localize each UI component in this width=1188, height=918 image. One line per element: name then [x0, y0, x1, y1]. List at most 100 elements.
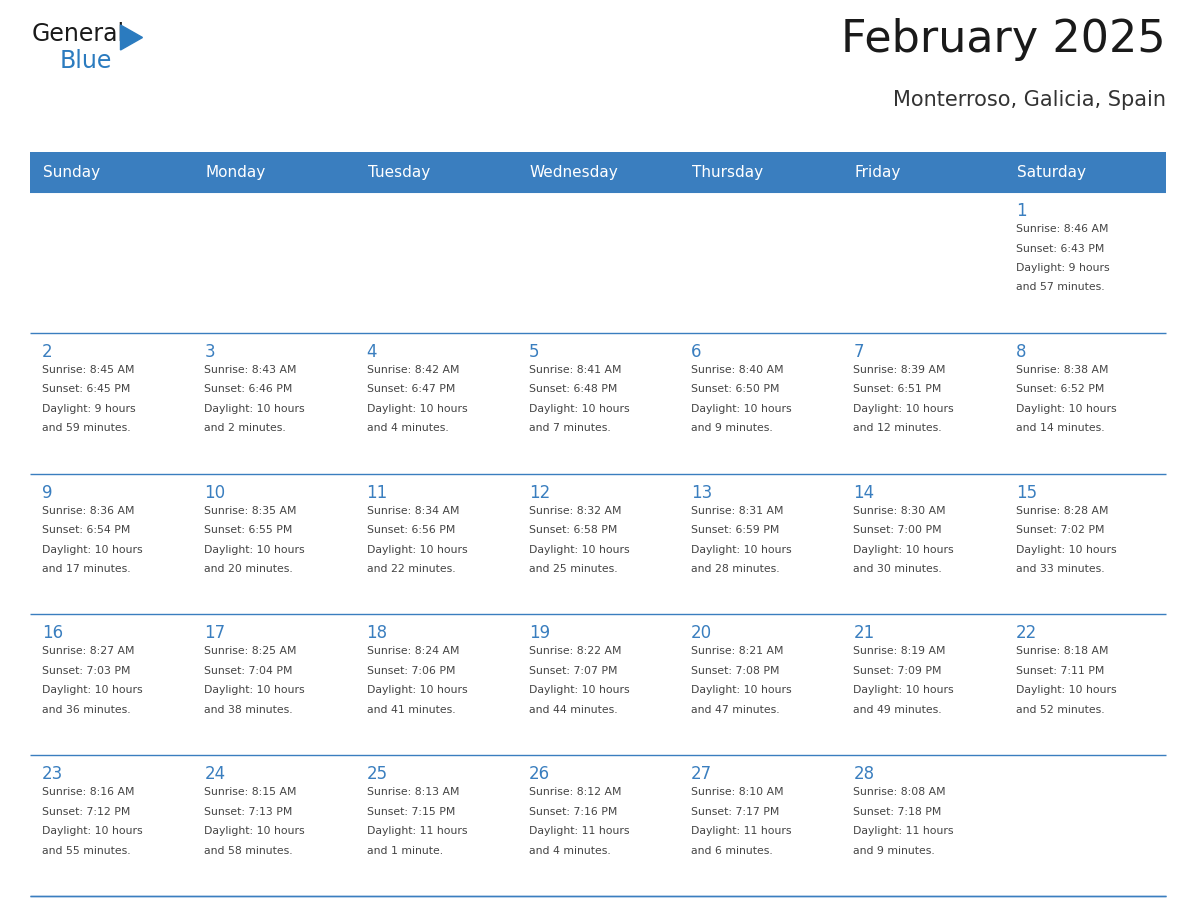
Text: Sunrise: 8:42 AM: Sunrise: 8:42 AM: [367, 364, 459, 375]
Bar: [841, 333, 1004, 474]
Text: Daylight: 10 hours: Daylight: 10 hours: [367, 686, 467, 696]
Bar: [192, 192, 354, 333]
Text: 17: 17: [204, 624, 226, 643]
Text: 4: 4: [367, 342, 377, 361]
Text: Daylight: 9 hours: Daylight: 9 hours: [42, 404, 135, 414]
Text: 28: 28: [853, 766, 874, 783]
Text: Daylight: 10 hours: Daylight: 10 hours: [529, 544, 630, 554]
Text: Daylight: 10 hours: Daylight: 10 hours: [853, 404, 954, 414]
Text: and 17 minutes.: and 17 minutes.: [42, 564, 131, 574]
Text: 9: 9: [42, 484, 52, 501]
Text: Daylight: 10 hours: Daylight: 10 hours: [1016, 544, 1117, 554]
Bar: [841, 614, 1004, 756]
Bar: [30, 192, 192, 333]
Text: Daylight: 11 hours: Daylight: 11 hours: [529, 826, 630, 836]
Text: Daylight: 10 hours: Daylight: 10 hours: [204, 404, 305, 414]
Text: and 36 minutes.: and 36 minutes.: [42, 705, 131, 715]
Text: Sunrise: 8:16 AM: Sunrise: 8:16 AM: [42, 788, 134, 797]
Text: Daylight: 9 hours: Daylight: 9 hours: [1016, 263, 1110, 273]
Bar: [680, 192, 841, 333]
Text: and 59 minutes.: and 59 minutes.: [42, 423, 131, 433]
Text: Sunrise: 8:13 AM: Sunrise: 8:13 AM: [367, 788, 459, 797]
Text: 26: 26: [529, 766, 550, 783]
Text: Sunset: 6:56 PM: Sunset: 6:56 PM: [367, 525, 455, 535]
Bar: [30, 333, 192, 474]
Bar: [30, 152, 1165, 192]
Text: Monterroso, Galicia, Spain: Monterroso, Galicia, Spain: [893, 90, 1165, 110]
Text: 25: 25: [367, 766, 387, 783]
Text: 19: 19: [529, 624, 550, 643]
Text: Sunset: 7:13 PM: Sunset: 7:13 PM: [204, 807, 292, 817]
Bar: [680, 614, 841, 756]
Text: Sunset: 6:45 PM: Sunset: 6:45 PM: [42, 385, 131, 395]
Text: and 49 minutes.: and 49 minutes.: [853, 705, 942, 715]
Text: Sunset: 6:55 PM: Sunset: 6:55 PM: [204, 525, 292, 535]
Text: 10: 10: [204, 484, 226, 501]
Text: Daylight: 10 hours: Daylight: 10 hours: [691, 686, 791, 696]
Text: Daylight: 11 hours: Daylight: 11 hours: [367, 826, 467, 836]
Text: Sunset: 7:12 PM: Sunset: 7:12 PM: [42, 807, 131, 817]
Text: 6: 6: [691, 342, 702, 361]
Text: Daylight: 10 hours: Daylight: 10 hours: [42, 544, 143, 554]
Text: Sunset: 7:00 PM: Sunset: 7:00 PM: [853, 525, 942, 535]
Text: Sunrise: 8:28 AM: Sunrise: 8:28 AM: [1016, 506, 1108, 516]
Text: Sunrise: 8:27 AM: Sunrise: 8:27 AM: [42, 646, 134, 656]
Bar: [517, 756, 680, 896]
Text: Sunrise: 8:46 AM: Sunrise: 8:46 AM: [1016, 224, 1108, 234]
Text: and 44 minutes.: and 44 minutes.: [529, 705, 618, 715]
Text: and 9 minutes.: and 9 minutes.: [853, 845, 935, 856]
Text: Sunrise: 8:45 AM: Sunrise: 8:45 AM: [42, 364, 134, 375]
Text: 2: 2: [42, 342, 52, 361]
Text: Daylight: 10 hours: Daylight: 10 hours: [529, 404, 630, 414]
Text: Daylight: 10 hours: Daylight: 10 hours: [1016, 404, 1117, 414]
Text: 18: 18: [367, 624, 387, 643]
Text: Sunset: 6:43 PM: Sunset: 6:43 PM: [1016, 243, 1104, 253]
Text: and 7 minutes.: and 7 minutes.: [529, 423, 611, 433]
Text: and 52 minutes.: and 52 minutes.: [1016, 705, 1105, 715]
Bar: [192, 474, 354, 614]
Text: Sunrise: 8:25 AM: Sunrise: 8:25 AM: [204, 646, 297, 656]
Text: February 2025: February 2025: [841, 18, 1165, 61]
Text: Sunset: 7:06 PM: Sunset: 7:06 PM: [367, 666, 455, 676]
Text: Sunset: 6:54 PM: Sunset: 6:54 PM: [42, 525, 131, 535]
Text: and 28 minutes.: and 28 minutes.: [691, 564, 779, 574]
Polygon shape: [120, 25, 143, 50]
Bar: [192, 333, 354, 474]
Text: General: General: [32, 22, 125, 46]
Text: Sunset: 6:46 PM: Sunset: 6:46 PM: [204, 385, 292, 395]
Text: and 47 minutes.: and 47 minutes.: [691, 705, 779, 715]
Bar: [192, 614, 354, 756]
Text: Sunrise: 8:40 AM: Sunrise: 8:40 AM: [691, 364, 784, 375]
Bar: [1004, 474, 1165, 614]
Text: Sunset: 7:08 PM: Sunset: 7:08 PM: [691, 666, 779, 676]
Text: 12: 12: [529, 484, 550, 501]
Bar: [354, 333, 517, 474]
Text: 24: 24: [204, 766, 226, 783]
Text: Sunset: 7:17 PM: Sunset: 7:17 PM: [691, 807, 779, 817]
Text: and 55 minutes.: and 55 minutes.: [42, 845, 131, 856]
Text: Daylight: 10 hours: Daylight: 10 hours: [204, 544, 305, 554]
Text: 22: 22: [1016, 624, 1037, 643]
Text: Daylight: 10 hours: Daylight: 10 hours: [204, 826, 305, 836]
Text: Daylight: 10 hours: Daylight: 10 hours: [42, 826, 143, 836]
Text: Daylight: 11 hours: Daylight: 11 hours: [691, 826, 791, 836]
Text: Wednesday: Wednesday: [530, 164, 619, 180]
Text: 14: 14: [853, 484, 874, 501]
Text: Sunset: 6:58 PM: Sunset: 6:58 PM: [529, 525, 618, 535]
Bar: [1004, 333, 1165, 474]
Text: Daylight: 10 hours: Daylight: 10 hours: [204, 686, 305, 696]
Bar: [680, 333, 841, 474]
Text: and 2 minutes.: and 2 minutes.: [204, 423, 286, 433]
Bar: [192, 756, 354, 896]
Text: Sunset: 7:16 PM: Sunset: 7:16 PM: [529, 807, 618, 817]
Bar: [841, 756, 1004, 896]
Text: and 22 minutes.: and 22 minutes.: [367, 564, 455, 574]
Text: 16: 16: [42, 624, 63, 643]
Bar: [680, 756, 841, 896]
Bar: [354, 474, 517, 614]
Text: and 12 minutes.: and 12 minutes.: [853, 423, 942, 433]
Text: Sunrise: 8:41 AM: Sunrise: 8:41 AM: [529, 364, 621, 375]
Bar: [517, 192, 680, 333]
Text: Daylight: 10 hours: Daylight: 10 hours: [1016, 686, 1117, 696]
Bar: [354, 614, 517, 756]
